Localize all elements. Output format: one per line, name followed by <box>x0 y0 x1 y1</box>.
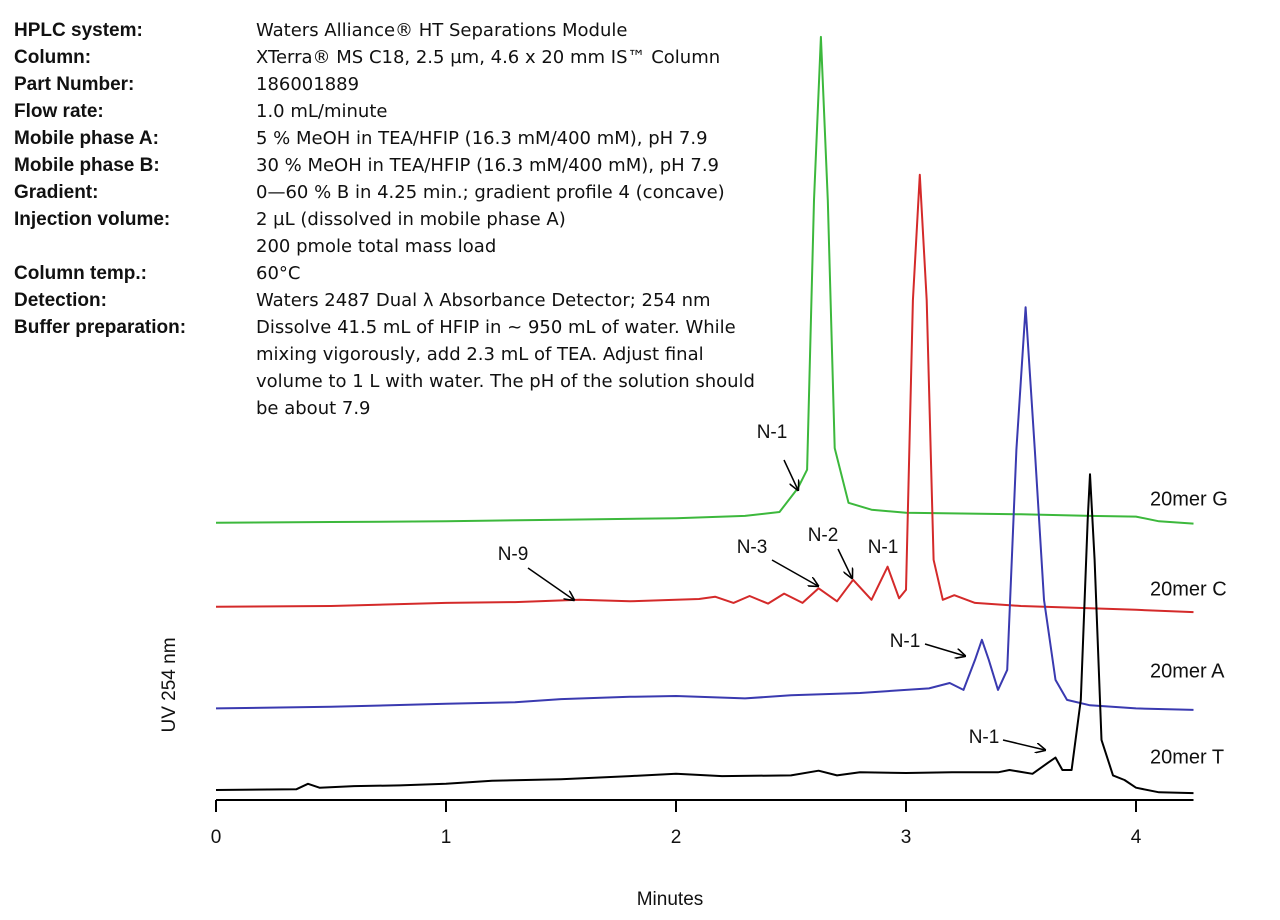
condition-label: Gradient: <box>14 182 98 203</box>
peak-annotation: N-1 <box>757 422 788 443</box>
trace <box>215 173 1194 614</box>
condition-value: Dissolve 41.5 mL of HFIP in ~ 950 mL of … <box>256 317 736 338</box>
condition-value: 200 pmole total mass load <box>256 236 496 257</box>
condition-value: Waters 2487 Dual λ Absorbance Detector; … <box>256 290 711 311</box>
x-tick-label: 4 <box>1131 827 1142 848</box>
condition-value: XTerra® MS C18, 2.5 µm, 4.6 x 20 mm IS™ … <box>256 47 720 68</box>
condition-label: Mobile phase B: <box>14 155 160 176</box>
peak-annotation: N-1 <box>969 727 1000 748</box>
condition-label: Column temp.: <box>14 263 147 284</box>
trace <box>215 306 1194 711</box>
condition-label: Column: <box>14 47 91 68</box>
condition-label: Injection volume: <box>14 209 170 230</box>
y-axis-label: UV 254 nm <box>159 637 180 732</box>
peak-annotation: N-2 <box>808 525 839 546</box>
condition-label: HPLC system: <box>14 20 143 41</box>
arrow <box>771 559 818 586</box>
arrow <box>837 548 852 578</box>
condition-value: 5 % MeOH in TEA/HFIP (16.3 mM/400 mM), p… <box>256 128 708 149</box>
condition-value: 2 µL (dissolved in mobile phase A) <box>256 209 566 230</box>
arrow <box>783 459 798 490</box>
condition-value: mixing vigorously, add 2.3 mL of TEA. Ad… <box>256 344 704 365</box>
series-label: 20mer A <box>1150 660 1225 682</box>
condition-value: 30 % MeOH in TEA/HFIP (16.3 mM/400 mM), … <box>256 155 719 176</box>
condition-value: volume to 1 L with water. The pH of the … <box>256 371 755 392</box>
arrow <box>527 567 574 600</box>
arrow <box>1002 739 1045 750</box>
peak-annotation: N-1 <box>868 537 899 558</box>
x-tick-label: 3 <box>901 827 912 848</box>
condition-value: Waters Alliance® HT Separations Module <box>256 20 627 41</box>
series-label: 20mer C <box>1150 578 1227 600</box>
arrow <box>924 643 965 656</box>
condition-value: 186001889 <box>256 74 359 95</box>
condition-label: Flow rate: <box>14 101 104 122</box>
x-tick-label: 1 <box>441 827 452 848</box>
series-label: 20mer G <box>1150 488 1228 510</box>
series-label: 20mer T <box>1150 746 1224 768</box>
peak-annotation: N-9 <box>498 544 529 565</box>
condition-label: Detection: <box>14 290 107 311</box>
peak-annotation: N-1 <box>890 631 921 652</box>
trace <box>215 473 1194 795</box>
condition-value: be about 7.9 <box>256 398 371 419</box>
x-axis-label: Minutes <box>637 889 704 910</box>
condition-value: 1.0 mL/minute <box>256 101 387 122</box>
x-tick-label: 2 <box>671 827 682 848</box>
condition-value: 0—60 % B in 4.25 min.; gradient profile … <box>256 182 725 203</box>
x-tick-label: 0 <box>211 827 222 848</box>
condition-label: Mobile phase A: <box>14 128 159 149</box>
condition-label: Buffer preparation: <box>14 317 186 338</box>
condition-value: 60°C <box>256 263 300 284</box>
trace <box>215 35 1194 525</box>
condition-label: Part Number: <box>14 74 134 95</box>
peak-annotation: N-3 <box>737 537 768 558</box>
